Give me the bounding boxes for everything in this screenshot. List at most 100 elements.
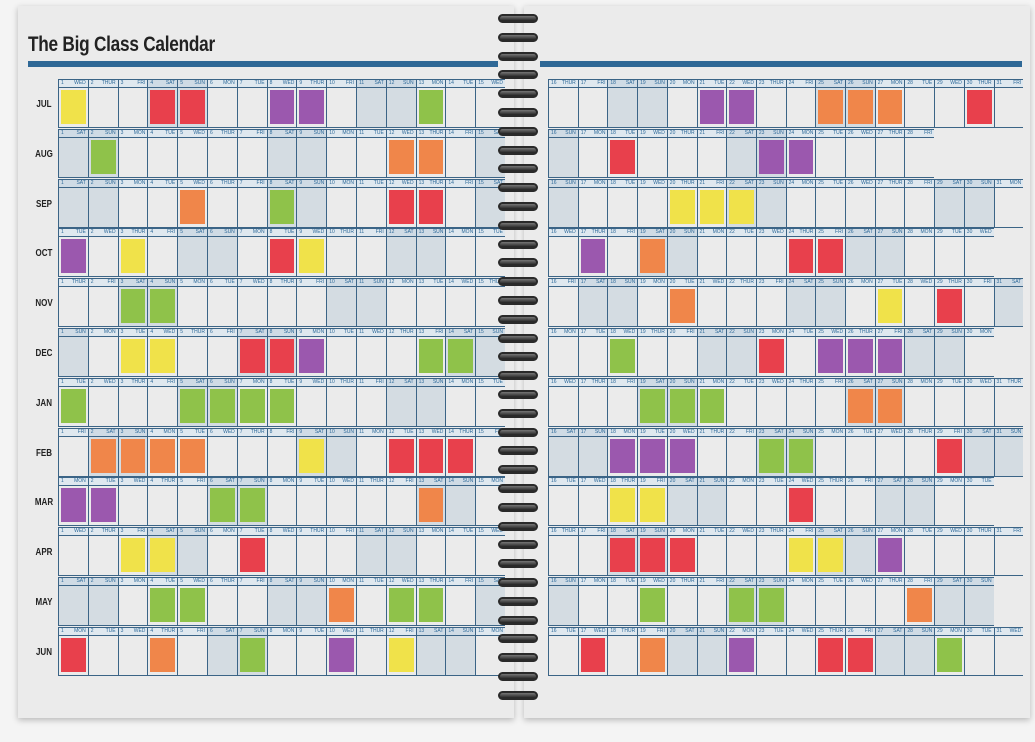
day-cell[interactable]: 21 SUN	[696, 477, 727, 527]
day-cell[interactable]: 7 FRI	[236, 128, 267, 178]
day-cell[interactable]: 22 SAT	[726, 577, 756, 626]
event-block[interactable]	[120, 239, 146, 274]
event-block[interactable]	[418, 189, 444, 224]
day-cell[interactable]: 29 SAT	[934, 577, 964, 626]
day-cell[interactable]: 13 SUN	[415, 228, 446, 278]
day-cell[interactable]: 22 THUR	[726, 278, 756, 328]
event-block[interactable]	[729, 637, 754, 672]
day-cell[interactable]: 1 FRI	[58, 427, 88, 477]
event-block[interactable]	[418, 339, 444, 373]
event-block[interactable]	[150, 339, 176, 373]
day-cell[interactable]: 26 MON	[845, 278, 875, 328]
day-cell[interactable]: 1 WED	[58, 79, 88, 128]
day-cell[interactable]: 2 MON	[87, 328, 118, 377]
day-cell[interactable]: 17 MON	[577, 178, 608, 228]
day-cell[interactable]: 17 TUE	[577, 328, 608, 377]
day-cell[interactable]: 30 TUE	[963, 626, 994, 676]
event-block[interactable]	[388, 438, 414, 473]
day-cell[interactable]: 5 SAT	[177, 377, 207, 427]
day-cell[interactable]: 27 SAT	[874, 477, 905, 527]
event-block[interactable]	[269, 90, 295, 124]
day-cell[interactable]: 19 MON	[637, 278, 667, 328]
event-block[interactable]	[610, 339, 636, 373]
event-block[interactable]	[848, 339, 873, 373]
day-cell[interactable]: 2 SUN	[87, 577, 118, 626]
day-cell[interactable]: 9 SUN	[296, 178, 327, 228]
day-cell[interactable]: 25 THUR	[815, 626, 846, 676]
day-cell[interactable]: 19 WED	[637, 128, 667, 178]
day-cell[interactable]: 5 FRI	[177, 477, 207, 527]
event-block[interactable]	[61, 488, 86, 523]
day-cell[interactable]: 14 FRI	[445, 128, 476, 178]
day-cell[interactable]: 12 SUN	[385, 527, 416, 577]
day-cell[interactable]: 31 FRI	[993, 527, 1024, 577]
day-cell[interactable]: 17 FRI	[577, 527, 608, 577]
day-cell[interactable]: 29 SAT	[934, 178, 964, 228]
day-cell[interactable]: 2 SAT	[87, 427, 118, 477]
day-cell[interactable]: 28 FRI	[904, 178, 935, 228]
day-cell[interactable]: 22 TUE	[726, 377, 756, 427]
day-cell[interactable]: 23 SAT	[755, 427, 786, 477]
day-cell[interactable]: 19 FRI	[637, 626, 667, 676]
day-cell[interactable]: 8 WED	[266, 79, 297, 128]
day-cell[interactable]: 5 SUN	[177, 79, 207, 128]
day-cell[interactable]: 28 MON	[904, 228, 935, 278]
day-cell[interactable]: 30 MON	[963, 328, 994, 377]
event-block[interactable]	[610, 488, 636, 523]
day-cell[interactable]: 20 THUR	[666, 178, 697, 228]
event-block[interactable]	[877, 388, 903, 423]
event-block[interactable]	[239, 538, 265, 573]
day-cell[interactable]: 8 SAT	[266, 128, 297, 178]
day-cell[interactable]: 7 TUE	[236, 79, 267, 128]
day-cell[interactable]: 20 THUR	[666, 128, 697, 178]
day-cell[interactable]: 22 SUN	[726, 328, 756, 377]
day-cell[interactable]: 19 SAT	[637, 377, 667, 427]
event-block[interactable]	[877, 538, 903, 573]
day-cell[interactable]: 16 SAT	[548, 427, 578, 477]
day-cell[interactable]: 12 WED	[385, 178, 416, 228]
day-cell[interactable]: 3 WED	[117, 626, 148, 676]
day-cell[interactable]: 13 MON	[415, 79, 446, 128]
day-cell[interactable]: 25 SAT	[815, 527, 846, 577]
event-block[interactable]	[269, 239, 295, 274]
event-block[interactable]	[120, 538, 146, 573]
day-cell[interactable]: 10 MON	[326, 178, 356, 228]
day-cell[interactable]: 11 WED	[356, 328, 386, 377]
day-cell[interactable]: 6 TUE	[207, 278, 237, 328]
event-block[interactable]	[758, 588, 784, 622]
day-cell[interactable]: 28 SAT	[904, 328, 935, 377]
event-block[interactable]	[699, 388, 725, 423]
day-cell[interactable]: 23 FRI	[755, 278, 786, 328]
event-block[interactable]	[580, 637, 606, 672]
day-cell[interactable]: 16 SUN	[548, 178, 578, 228]
day-cell[interactable]: 14 MON	[445, 377, 476, 427]
day-cell[interactable]: 9 FRI	[296, 278, 327, 328]
event-block[interactable]	[120, 289, 146, 324]
day-cell[interactable]: 31 THUR	[993, 377, 1024, 427]
day-cell[interactable]: 16 WED	[548, 377, 578, 427]
event-block[interactable]	[180, 438, 205, 473]
event-block[interactable]	[640, 637, 665, 672]
event-block[interactable]	[610, 139, 636, 174]
day-cell[interactable]: 7 THUR	[236, 427, 267, 477]
day-cell[interactable]: 2 THUR	[87, 79, 118, 128]
day-cell[interactable]: 11 THUR	[356, 477, 386, 527]
day-cell[interactable]: 24 MON	[785, 178, 816, 228]
event-block[interactable]	[418, 438, 444, 473]
event-block[interactable]	[848, 637, 873, 672]
day-cell[interactable]: 10 THUR	[326, 228, 356, 278]
day-cell[interactable]: 30 WED	[963, 377, 994, 427]
day-cell[interactable]: 9 SAT	[296, 427, 327, 477]
day-cell[interactable]: 4 MON	[147, 427, 178, 477]
event-block[interactable]	[269, 189, 295, 224]
day-cell[interactable]: 7 WED	[236, 278, 267, 328]
event-block[interactable]	[640, 438, 665, 473]
day-cell[interactable]: 4 SAT	[147, 527, 178, 577]
day-cell[interactable]: 3 FRI	[117, 79, 148, 128]
day-cell[interactable]: 18 MON	[607, 427, 638, 477]
event-block[interactable]	[150, 438, 176, 473]
event-block[interactable]	[788, 438, 814, 473]
day-cell[interactable]: 10 FRI	[326, 79, 356, 128]
event-block[interactable]	[180, 588, 205, 622]
day-cell[interactable]: 20 SUN	[666, 228, 697, 278]
